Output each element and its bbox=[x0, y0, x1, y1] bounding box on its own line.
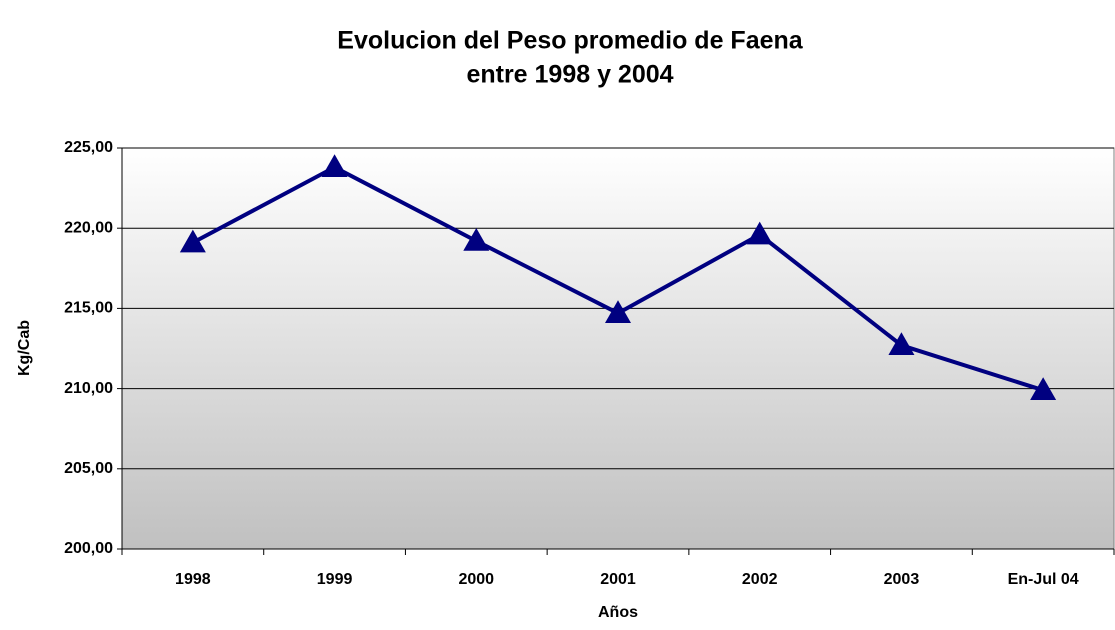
y-tick-label: 210,00 bbox=[64, 380, 113, 397]
y-tick-label: 225,00 bbox=[64, 139, 113, 156]
x-tick-label: 2001 bbox=[600, 571, 636, 588]
plot-area bbox=[121, 147, 1115, 550]
marker bbox=[605, 300, 631, 323]
x-tick-label: 2000 bbox=[458, 571, 494, 588]
marker bbox=[179, 229, 206, 253]
x-tick-label: En-Jul 04 bbox=[1008, 571, 1079, 588]
x-tick-label: 1998 bbox=[175, 571, 211, 588]
chart-title: entre 1998 y 2004 bbox=[466, 61, 673, 89]
marker bbox=[746, 221, 773, 245]
marker bbox=[1030, 377, 1057, 400]
x-tick-label: 2002 bbox=[742, 571, 778, 588]
y-tick-label: 220,00 bbox=[64, 219, 113, 236]
y-tick-label: 205,00 bbox=[64, 460, 113, 477]
marker bbox=[888, 332, 915, 356]
x-tick-label: 2003 bbox=[884, 571, 920, 588]
chart-title: Evolucion del Peso promedio de Faena bbox=[337, 27, 803, 55]
y-tick-label: 200,00 bbox=[64, 540, 113, 557]
y-axis-label: Kg/Cab bbox=[16, 320, 33, 376]
marker bbox=[321, 154, 348, 177]
x-axis-label: Años bbox=[598, 604, 638, 621]
marker bbox=[463, 228, 490, 251]
y-tick-label: 215,00 bbox=[64, 300, 113, 317]
x-tick-label: 1999 bbox=[317, 571, 353, 588]
